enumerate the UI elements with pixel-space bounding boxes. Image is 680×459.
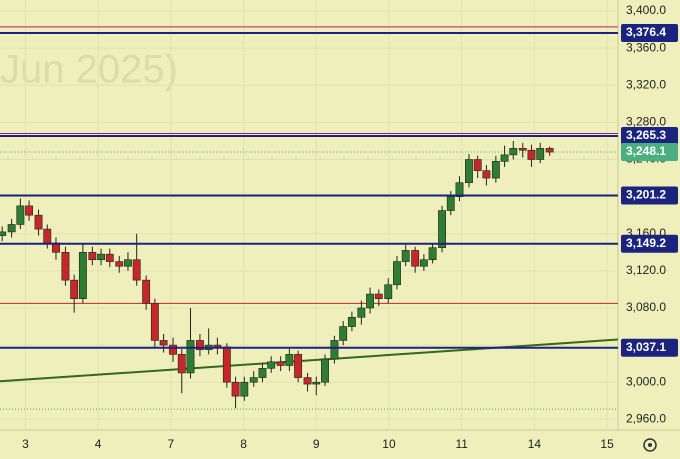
candle-body (438, 210, 446, 248)
price-label: 3,037.1 (626, 340, 666, 354)
candle-body (455, 182, 464, 197)
y-tick-label: 2,960.0 (626, 412, 666, 426)
candle-body (285, 354, 294, 366)
candle-body (249, 377, 258, 383)
candle-body (231, 381, 240, 397)
y-tick-label: 3,400.0 (626, 3, 666, 17)
candle-body (509, 148, 518, 156)
candle-body (132, 259, 141, 281)
candle-body (294, 354, 303, 378)
candle-body (339, 326, 348, 341)
candle-body (105, 253, 114, 262)
candle-body (159, 340, 168, 346)
candle-body (321, 358, 329, 383)
candle-body (536, 148, 545, 160)
candle-body (88, 252, 97, 261)
candle-body (240, 381, 249, 397)
candle-body (491, 161, 500, 179)
candle-body (0, 231, 7, 236)
candle-body (500, 154, 509, 162)
candle-body (374, 293, 383, 299)
candle-body (303, 377, 312, 385)
x-tick-label: 7 (168, 437, 175, 451)
candle-body (186, 340, 195, 374)
candle-body (222, 346, 231, 383)
candle-body (115, 261, 124, 267)
trend-line (0, 338, 619, 383)
candle-body (401, 250, 410, 262)
candle-body (43, 228, 52, 244)
candle-body (393, 261, 401, 286)
candle-body (258, 367, 267, 378)
price-label-box (621, 186, 678, 205)
price-label-box (621, 127, 678, 146)
y-tick-label: 3,320.0 (626, 77, 666, 91)
candle-body (213, 344, 222, 348)
candle-body (518, 148, 527, 151)
y-tick-label: 3,120.0 (626, 263, 666, 277)
price-label-box (621, 23, 678, 42)
last-price-label: 3,248.1 (626, 144, 666, 158)
candle-body (411, 250, 420, 267)
candle-body (446, 196, 455, 211)
candle-body (357, 307, 366, 318)
candle-body (7, 224, 16, 233)
price-label-box (621, 234, 678, 253)
y-tick-label: 3,360.0 (626, 40, 666, 54)
candle-body (267, 361, 276, 369)
candle-body (16, 205, 25, 225)
watermark: Jun 2025) (0, 48, 178, 92)
price-label: 3,201.2 (626, 188, 666, 202)
candle-body (276, 361, 285, 366)
x-tick-label: 4 (95, 437, 102, 451)
x-tick-label: 8 (240, 437, 247, 451)
candle-body (169, 344, 177, 355)
price-label: 3,265.3 (626, 128, 666, 142)
x-tick-label: 10 (382, 437, 396, 451)
candle-body (97, 253, 105, 261)
candle-body (366, 293, 375, 309)
candle-body (527, 149, 536, 160)
candle-body (177, 354, 186, 374)
price-label: 3,376.4 (626, 25, 666, 39)
settings-icon[interactable] (643, 438, 657, 452)
x-tick-label: 3 (22, 437, 29, 451)
candle-body (25, 205, 34, 216)
candle-body (150, 303, 159, 341)
price-label: 3,149.2 (626, 236, 666, 250)
candle-body (70, 279, 79, 299)
candle-body (482, 170, 491, 179)
candle-body (347, 316, 356, 327)
candle-body (465, 159, 473, 184)
candle-body (61, 252, 70, 281)
y-tick-label: 3,080.0 (626, 300, 666, 314)
candle-body (196, 340, 204, 351)
candle-body (142, 279, 151, 304)
candle-body (312, 381, 321, 385)
gear[interactable] (643, 438, 657, 452)
candle-body (330, 340, 339, 360)
x-tick-label: 15 (600, 437, 614, 451)
candle-body (34, 214, 43, 230)
price-label-box (621, 142, 678, 161)
x-tick-label: 11 (455, 437, 468, 451)
gear-center[interactable] (648, 443, 652, 447)
candle-body (419, 259, 428, 267)
y-tick-label: 3,000.0 (626, 374, 666, 388)
candle-body (428, 247, 437, 261)
candle-body (473, 159, 482, 171)
x-tick-label: 14 (528, 437, 542, 451)
y-tick-label: 3,280.0 (626, 115, 666, 129)
price-label-box (621, 338, 678, 357)
candle-body (545, 148, 554, 153)
x-tick-label: 9 (313, 437, 320, 451)
candle-body (78, 252, 87, 299)
candle-body (384, 284, 393, 299)
candle-body (124, 259, 132, 267)
